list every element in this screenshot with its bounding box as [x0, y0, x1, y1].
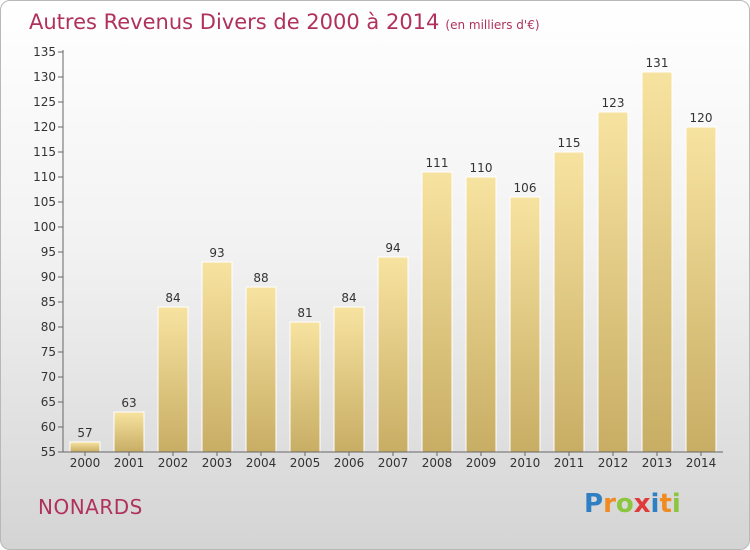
logo-letter: t	[659, 489, 672, 519]
logo-letter: x	[633, 489, 651, 519]
y-tick-label: 105	[33, 195, 56, 209]
value-label-2007: 94	[385, 241, 400, 255]
bar-2012	[597, 111, 629, 453]
bar-2007	[377, 256, 409, 453]
bar-2011	[553, 151, 585, 453]
bar-2002	[157, 306, 189, 453]
value-labels: 57 63 84 93 88 81 84 94 111 110 106 115 123 131 120	[77, 56, 712, 440]
logo-letter: P	[584, 489, 604, 519]
value-label-2006: 84	[341, 291, 356, 305]
x-tick-label-2014: 2014	[686, 456, 717, 470]
value-label-2012: 123	[602, 96, 625, 110]
bar-2004	[245, 286, 277, 453]
y-axis: 55 60 65 70 75 80 85 90 95 100 105 110 115 120 125 130 1…	[33, 45, 64, 459]
value-label-2000: 57	[77, 426, 92, 440]
x-tick-label-2001: 2001	[114, 456, 145, 470]
bar-2006	[333, 306, 365, 453]
bar-2010	[509, 196, 541, 453]
y-tick-label: 65	[41, 395, 56, 409]
bar-2009	[465, 176, 497, 453]
y-tick-label: 60	[41, 420, 56, 434]
x-tick-label-2002: 2002	[158, 456, 189, 470]
y-tick-label: 100	[33, 220, 56, 234]
y-tick-label: 135	[33, 45, 56, 59]
x-tick-label-2000: 2000	[70, 456, 101, 470]
y-tick-label: 95	[41, 245, 56, 259]
y-tick-label: 55	[41, 445, 56, 459]
y-tick-label: 120	[33, 120, 56, 134]
y-tick-label: 110	[33, 170, 56, 184]
bar-2000	[69, 441, 101, 453]
title-text: Autres Revenus Divers de 2000 à 2014	[29, 10, 440, 34]
y-tick-label: 115	[33, 145, 56, 159]
logo-letter: r	[603, 489, 616, 519]
x-tick-label-2013: 2013	[642, 456, 673, 470]
value-label-2011: 115	[558, 136, 581, 150]
value-label-2004: 88	[253, 271, 268, 285]
x-tick-label-2012: 2012	[598, 456, 629, 470]
logo-letter: i	[671, 489, 681, 519]
x-tick-label-2008: 2008	[422, 456, 453, 470]
bar-2014	[685, 126, 717, 453]
x-tick-label-2005: 2005	[290, 456, 321, 470]
x-tick-label-2004: 2004	[246, 456, 277, 470]
value-label-2003: 93	[209, 246, 224, 260]
x-tick-label-2007: 2007	[378, 456, 409, 470]
bar-2001	[113, 411, 145, 453]
value-label-2002: 84	[165, 291, 180, 305]
x-tick-label-2011: 2011	[554, 456, 585, 470]
x-tick-label-2009: 2009	[466, 456, 497, 470]
y-tick-label: 90	[41, 270, 56, 284]
bar-2008	[421, 171, 453, 453]
x-tick-label-2003: 2003	[202, 456, 233, 470]
bar-2005	[289, 321, 321, 453]
value-label-2009: 110	[470, 161, 493, 175]
value-label-2013: 131	[646, 56, 669, 70]
bar-2003	[201, 261, 233, 453]
x-tick-label-2010: 2010	[510, 456, 541, 470]
y-tick-label: 80	[41, 320, 56, 334]
logo-letter: o	[615, 489, 634, 519]
proxiti-logo[interactable]: Proxiti	[584, 489, 681, 519]
value-label-2001: 63	[121, 396, 136, 410]
bars	[69, 71, 717, 453]
x-tick-label-2006: 2006	[334, 456, 365, 470]
value-label-2008: 111	[426, 156, 449, 170]
y-tick-label: 85	[41, 295, 56, 309]
chart-title: Autres Revenus Divers de 2000 à 2014 (en …	[29, 10, 540, 34]
value-label-2005: 81	[297, 306, 312, 320]
value-label-2010: 106	[514, 181, 537, 195]
x-axis: 2000 2001 2002 2003 2004 2005 2006 2007 2008 2009…	[63, 451, 723, 470]
commune-name: NONARDS	[38, 495, 143, 519]
logo-letter: i	[650, 489, 660, 519]
y-tick-label: 130	[33, 70, 56, 84]
bar-2013	[641, 71, 673, 453]
y-tick-label: 75	[41, 345, 56, 359]
y-tick-label: 70	[41, 370, 56, 384]
y-tick-label: 125	[33, 95, 56, 109]
unit-note: (en milliers d'€)	[445, 18, 540, 32]
value-label-2014: 120	[690, 111, 713, 125]
